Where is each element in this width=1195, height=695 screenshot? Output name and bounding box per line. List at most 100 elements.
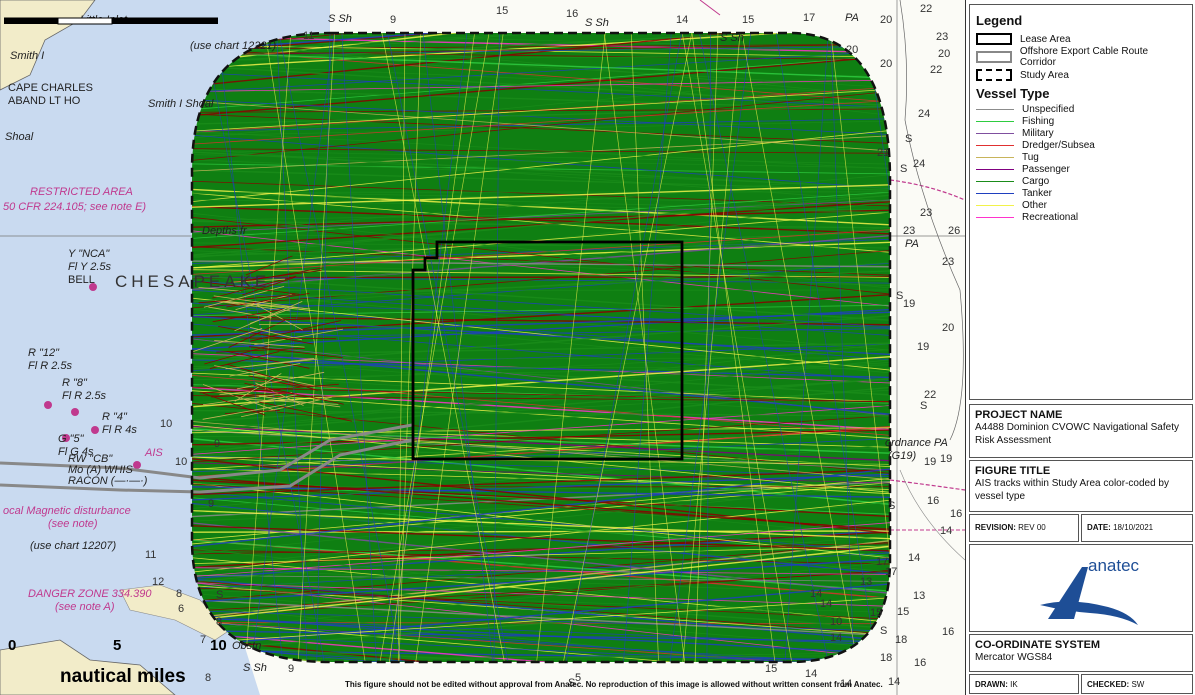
chart-place-label: Y "NCA" xyxy=(68,248,110,260)
depth-sounding: 22 xyxy=(930,64,943,76)
chart-place-label: Fl Y 2.5s xyxy=(68,261,112,273)
chart-place-label: Fl G 4s xyxy=(58,446,94,458)
depth-sounding: 23 xyxy=(920,207,933,219)
depth-sounding: 26 xyxy=(948,225,961,237)
depth-sounding: S xyxy=(920,400,928,412)
depth-sounding: 9 xyxy=(390,14,397,26)
legend-symbol-study xyxy=(976,69,1012,81)
depth-sounding: 9 xyxy=(288,663,295,675)
depth-sounding: 5 xyxy=(575,672,582,684)
date-label: DATE: xyxy=(1087,523,1111,532)
legend-box: Legend Lease Area Offshore Export Cable R… xyxy=(969,4,1193,400)
vessel-type-line xyxy=(976,168,1014,170)
legend-symbol-lease xyxy=(976,33,1012,45)
depth-sounding: S xyxy=(896,290,904,302)
depth-sounding: 14 xyxy=(810,588,823,600)
depth-sounding: S xyxy=(888,500,896,512)
depth-sounding: 15 xyxy=(742,14,755,26)
figure-title-value: AIS tracks within Study Area color-coded… xyxy=(975,478,1169,502)
depth-sounding: 15 xyxy=(870,607,883,619)
vessel-type-label: Military xyxy=(1022,127,1054,139)
chart-place-label: 50 CFR 224.105; see note E) xyxy=(3,201,147,213)
depth-sounding: 10 xyxy=(175,456,188,468)
depth-sounding: 20 xyxy=(880,14,893,26)
chart-place-label: Fl R 4s xyxy=(102,424,137,436)
project-name-value: A4488 Dominion CVOWC Navigational Safety… xyxy=(975,422,1179,446)
chart-place-label: RACON (—·—·) xyxy=(68,475,148,487)
logo-text: anatec xyxy=(1088,556,1140,575)
anatec-logo-icon: anatec xyxy=(1040,556,1140,625)
vessel-type-line xyxy=(976,156,1014,158)
checked-value: SW xyxy=(1131,680,1145,689)
depth-sounding: 14 xyxy=(820,598,833,610)
depth-sounding: 8 xyxy=(176,588,183,600)
revision-label: REVISION: xyxy=(975,523,1016,532)
depth-sounding: 24 xyxy=(918,108,931,120)
title-block-panel: Legend Lease Area Offshore Export Cable R… xyxy=(965,0,1195,695)
legend-label: Study Area xyxy=(1020,69,1069,81)
nautical-chart-map[interactable]: Little InletSmith I(use chart 12221)CAPE… xyxy=(0,0,965,695)
depth-sounding: 17 xyxy=(803,12,816,24)
project-name-box: PROJECT NAME A4488 Dominion CVOWC Naviga… xyxy=(969,404,1193,458)
chart-place-label: Fl R 2.5s xyxy=(62,390,107,402)
chart-place-label: (see note A) xyxy=(55,601,115,613)
depth-sounding: 14 xyxy=(805,668,818,680)
vessel-type-label: Recreational xyxy=(1022,211,1079,223)
chart-place-label: S Sh xyxy=(720,32,744,44)
chart-place-label: CAPE CHARLES xyxy=(8,82,93,94)
chart-place-label: ABAND LT HO xyxy=(8,95,81,107)
vessel-type-item: Cargo xyxy=(976,175,1186,187)
legend-vessel-types: Unspecified Fishing Military Dredger/Subsea… xyxy=(976,103,1186,223)
vessel-type-item: Tanker xyxy=(976,187,1186,199)
depth-sounding: 20 xyxy=(880,58,893,70)
depth-sounding: 20 xyxy=(942,322,955,334)
chart-place-label: Smith I xyxy=(10,50,45,62)
vessel-type-label: Cargo xyxy=(1022,175,1050,187)
checked-box: CHECKED: SW xyxy=(1081,674,1193,694)
depth-sounding: 19 xyxy=(903,298,916,310)
vessel-type-line xyxy=(976,108,1014,110)
chart-place-label: G "5" xyxy=(58,433,84,445)
date-box: DATE: 18/10/2021 xyxy=(1081,514,1193,542)
depth-sounding: 17 xyxy=(876,556,889,568)
legend-title: Legend xyxy=(976,13,1023,28)
depth-sounding: 16 xyxy=(950,508,963,520)
ais-tracks-layer xyxy=(192,33,890,662)
vessel-type-label: Unspecified xyxy=(1022,103,1075,115)
chart-place-label: (use chart 12221) xyxy=(190,40,277,52)
depth-sounding: 8 xyxy=(216,616,223,628)
depth-sounding: 15 xyxy=(765,663,778,675)
revision-box: REVISION: REV 00 xyxy=(969,514,1079,542)
depth-sounding: 14 xyxy=(676,14,689,26)
depth-sounding: 23 xyxy=(903,225,916,237)
depth-sounding: S xyxy=(880,625,888,637)
depth-sounding: S xyxy=(900,163,908,175)
revision-value: REV 00 xyxy=(1018,523,1046,532)
figure-title-box: FIGURE TITLE AIS tracks within Study Are… xyxy=(969,460,1193,512)
coordinate-system-label: CO-ORDINATE SYSTEM xyxy=(975,639,1101,651)
chart-place-label: ordnance PA xyxy=(885,437,948,449)
lease-area-boundary xyxy=(411,240,684,461)
depth-sounding: 21 xyxy=(877,147,890,159)
vessel-type-item: Passenger xyxy=(976,163,1186,175)
depth-sounding: 23 xyxy=(942,256,955,268)
vessel-type-item: Dredger/Subsea xyxy=(976,139,1186,151)
study-area-boundary xyxy=(190,31,892,664)
depth-sounding: 13 xyxy=(860,576,873,588)
depth-sounding: 8 xyxy=(205,672,212,684)
vessel-type-item: Recreational xyxy=(976,211,1186,223)
vessel-type-line xyxy=(976,144,1014,146)
depth-sounding: 15 xyxy=(897,606,910,618)
depth-sounding: S xyxy=(216,589,224,601)
vessel-type-item: Unspecified xyxy=(976,103,1186,115)
chart-place-label: S Sh xyxy=(585,17,609,29)
vessel-type-item: Military xyxy=(976,127,1186,139)
scale-tick-0: 0 xyxy=(8,637,17,654)
chart-place-label: (G19) xyxy=(888,450,917,462)
scale-tick-5: 5 xyxy=(113,637,122,654)
vessel-type-label: Other xyxy=(1022,199,1048,211)
depth-sounding: 11 xyxy=(303,30,315,42)
drawn-box: DRAWN: IK xyxy=(969,674,1079,694)
vessel-type-label: Dredger/Subsea xyxy=(1022,139,1095,151)
logo-box: anatec xyxy=(969,544,1193,632)
